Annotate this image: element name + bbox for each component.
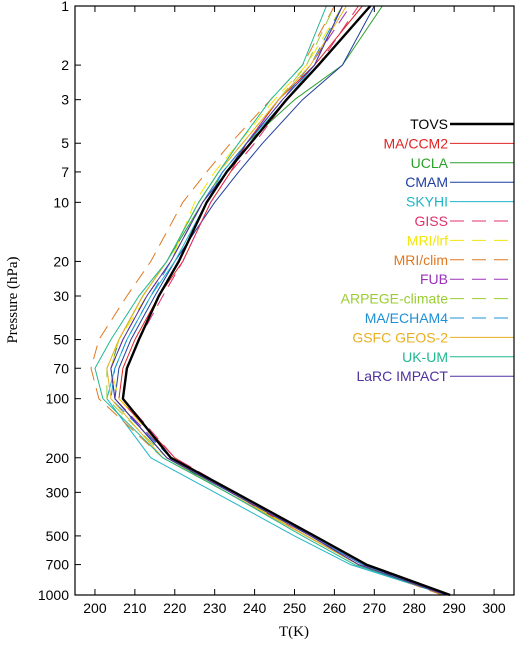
y-tick-label: 300 xyxy=(46,484,70,500)
legend-item-ma-ccm2: MA/CCM2 xyxy=(383,135,514,151)
legend-label: GISS xyxy=(415,213,448,229)
legend-item-giss: GISS xyxy=(415,213,514,229)
y-axis: 1000 700 500 300 200 100 70 50 30 20 10 7 5 3 2 1 xyxy=(38,0,81,603)
x-tick-label: 250 xyxy=(283,600,307,616)
y-tick-label: 10 xyxy=(53,194,69,210)
y-tick-label: 5 xyxy=(61,135,69,151)
legend-label: LaRC IMPACT xyxy=(356,368,448,384)
legend-item-tovs: TOVS xyxy=(410,116,514,132)
y-tick-label: 7 xyxy=(61,164,69,180)
y-tick-label: 1 xyxy=(61,0,69,14)
legend-item-mri-clim: MRI/clim xyxy=(394,252,514,268)
x-axis-title: T(K) xyxy=(279,624,309,640)
series-line-uk-um xyxy=(94,5,447,596)
x-tick-label: 240 xyxy=(243,600,267,616)
y-tick-label: 30 xyxy=(53,288,69,304)
series-line-tovs xyxy=(121,5,451,597)
y-tick-label: 700 xyxy=(46,557,70,573)
legend-label: SKYHI xyxy=(406,194,448,210)
y-axis-title: Pressure (hPa) xyxy=(5,256,21,343)
legend: TOVS MA/CCM2 UCLA CMAM SKYHI GISS MRI/lrf MRI/c… xyxy=(341,116,514,384)
series-line-gsfc-geos-2 xyxy=(106,5,447,596)
x-tick-label: 280 xyxy=(403,600,427,616)
x-tick-label: 270 xyxy=(363,600,387,616)
series-line-skyhi xyxy=(106,5,447,596)
series-line-giss xyxy=(122,5,447,596)
y-tick-label: 500 xyxy=(46,528,70,544)
x-tick-label: 260 xyxy=(323,600,347,616)
y-tick-label: 20 xyxy=(53,253,69,269)
legend-label: MA/CCM2 xyxy=(383,135,448,151)
x-tick-label: 290 xyxy=(442,600,466,616)
y-tick-label: 2 xyxy=(61,57,69,73)
legend-label: ARPEGE-climate xyxy=(341,291,449,307)
legend-label: UK-UM xyxy=(402,349,448,365)
legend-item-ma-echam4: MA/ECHAM4 xyxy=(365,310,514,326)
legend-item-mri-lrf: MRI/lrf xyxy=(407,232,514,248)
legend-item-ucla: UCLA xyxy=(411,155,514,171)
y-tick-label: 70 xyxy=(53,360,69,376)
legend-label: UCLA xyxy=(411,155,449,171)
legend-item-skyhi: SKYHI xyxy=(406,194,514,210)
legend-label: GSFC GEOS-2 xyxy=(352,329,448,345)
legend-label: FUB xyxy=(420,271,448,287)
legend-label: MRI/lrf xyxy=(407,232,448,248)
y-tick-label: 1000 xyxy=(38,587,69,603)
x-axis: 200 210 220 230 240 250 260 270 280 290 300 xyxy=(83,6,506,616)
x-tick-label: 300 xyxy=(482,600,506,616)
legend-item-larc-impact: LaRC IMPACT xyxy=(356,368,514,384)
series-line-mri-clim xyxy=(90,5,443,596)
y-tick-label: 200 xyxy=(46,450,70,466)
series-line-fub xyxy=(110,5,447,596)
series-group xyxy=(90,5,451,597)
legend-item-arpege-climate: ARPEGE-climate xyxy=(341,291,514,307)
x-tick-label: 200 xyxy=(83,600,107,616)
legend-item-gsfc-geos-2: GSFC GEOS-2 xyxy=(352,329,514,345)
x-tick-label: 220 xyxy=(163,600,187,616)
legend-item-cmam: CMAM xyxy=(405,174,514,190)
x-tick-label: 210 xyxy=(123,600,147,616)
legend-label: MA/ECHAM4 xyxy=(365,310,448,326)
y-tick-label: 3 xyxy=(61,92,69,108)
legend-label: MRI/clim xyxy=(394,252,448,268)
legend-label: TOVS xyxy=(410,116,448,132)
legend-label: CMAM xyxy=(405,174,448,190)
y-tick-label: 50 xyxy=(53,332,69,348)
legend-item-uk-um: UK-UM xyxy=(402,349,514,365)
series-line-mri-lrf xyxy=(110,5,447,596)
y-tick-label: 100 xyxy=(46,391,70,407)
x-tick-label: 230 xyxy=(203,600,227,616)
series-line-larc-impact xyxy=(110,5,447,596)
legend-item-fub: FUB xyxy=(420,271,514,287)
